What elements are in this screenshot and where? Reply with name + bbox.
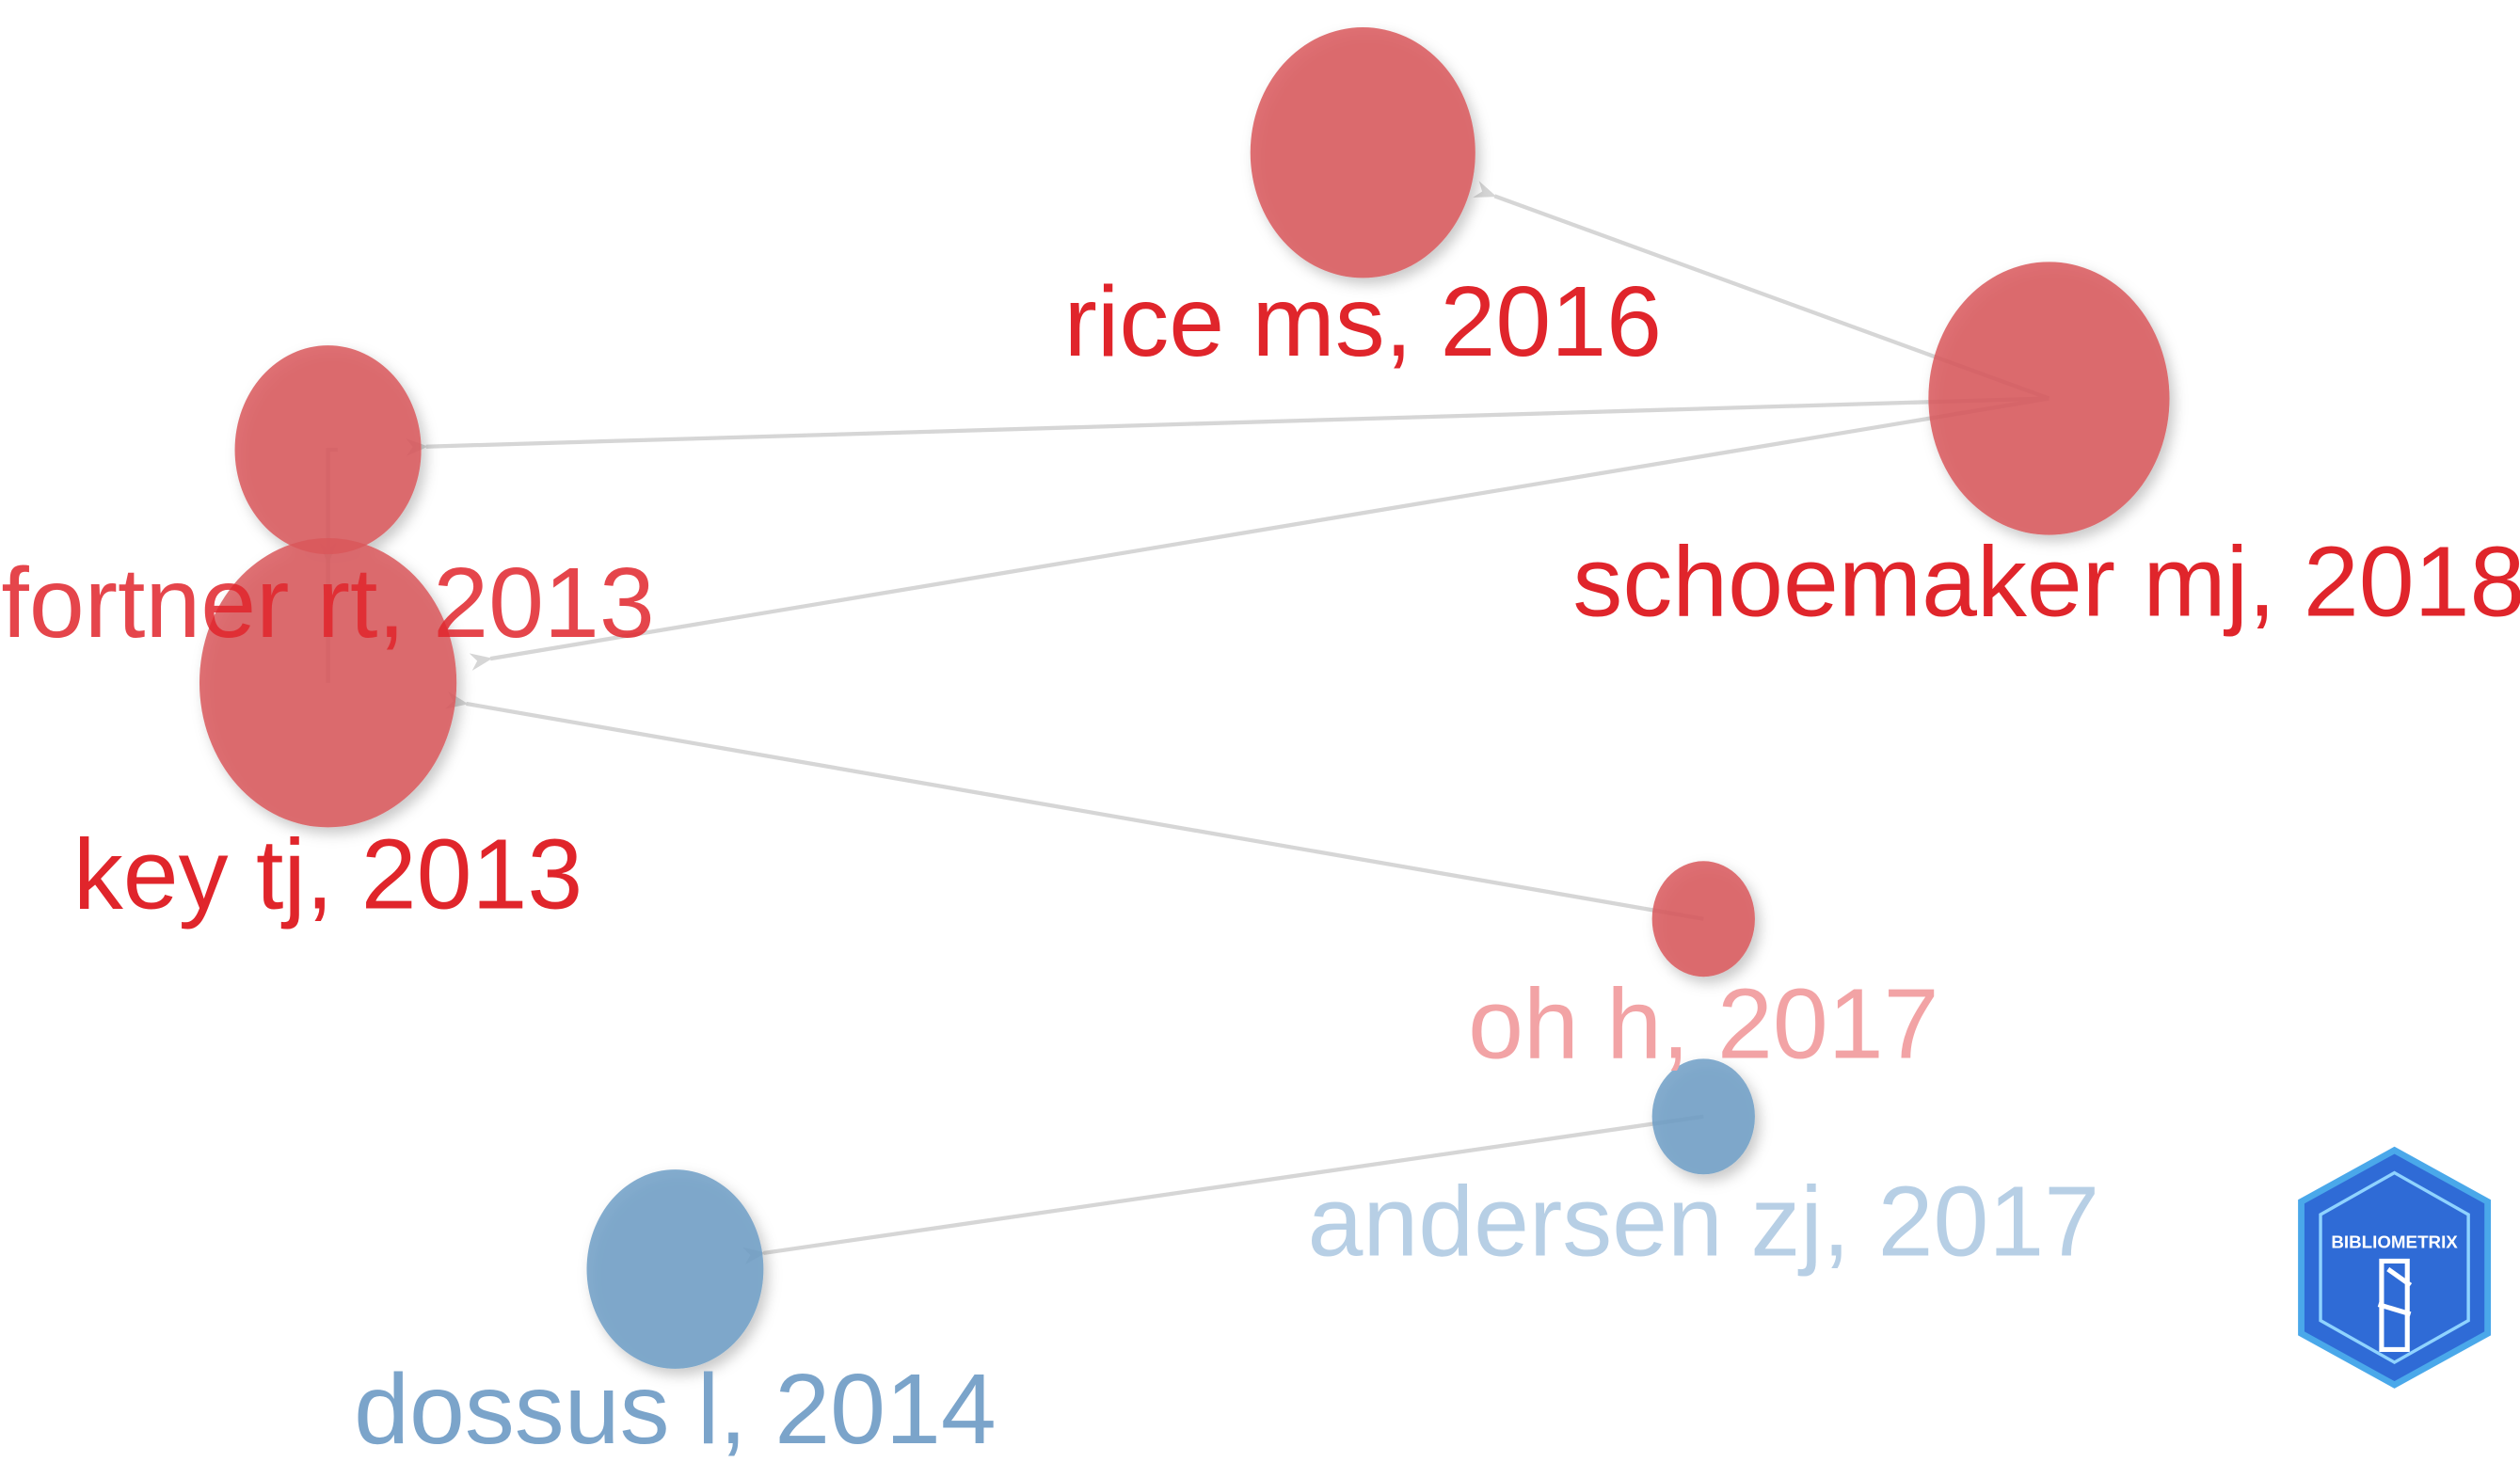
node-label: fortner rt, 2013 (1, 548, 654, 659)
node-label: rice ms, 2016 (1064, 266, 1662, 377)
edge (445, 691, 1704, 921)
edge (469, 396, 2049, 671)
node[interactable] (586, 1169, 764, 1369)
node-label: andersen zj, 2017 (1307, 1166, 2099, 1277)
node[interactable] (1651, 1058, 1755, 1175)
node-label: key tj, 2013 (73, 818, 582, 930)
node-label: schoemaker mj, 2018 (1572, 527, 2520, 638)
logo-hexagon (2298, 1146, 2492, 1389)
node[interactable] (1651, 861, 1755, 977)
node-label: oh h, 2017 (1468, 968, 1938, 1079)
node[interactable] (1250, 27, 1475, 278)
logo-text: BIBLIOMETRIX (2331, 1232, 2458, 1252)
node[interactable] (234, 345, 422, 555)
edge (406, 396, 2049, 456)
nodes (199, 27, 2170, 1369)
node-label: dossus l, 2014 (354, 1354, 997, 1465)
edge (742, 1114, 1704, 1265)
node[interactable] (1928, 262, 2170, 535)
node[interactable] (199, 538, 457, 828)
labels: rice ms, 2016 schoemaker mj, 2018 fortne… (1, 266, 2520, 1465)
logo: BIBLIOMETRIX (2298, 1146, 2492, 1389)
logo-inner (2319, 1170, 2470, 1365)
logo-icon (2377, 1258, 2413, 1352)
